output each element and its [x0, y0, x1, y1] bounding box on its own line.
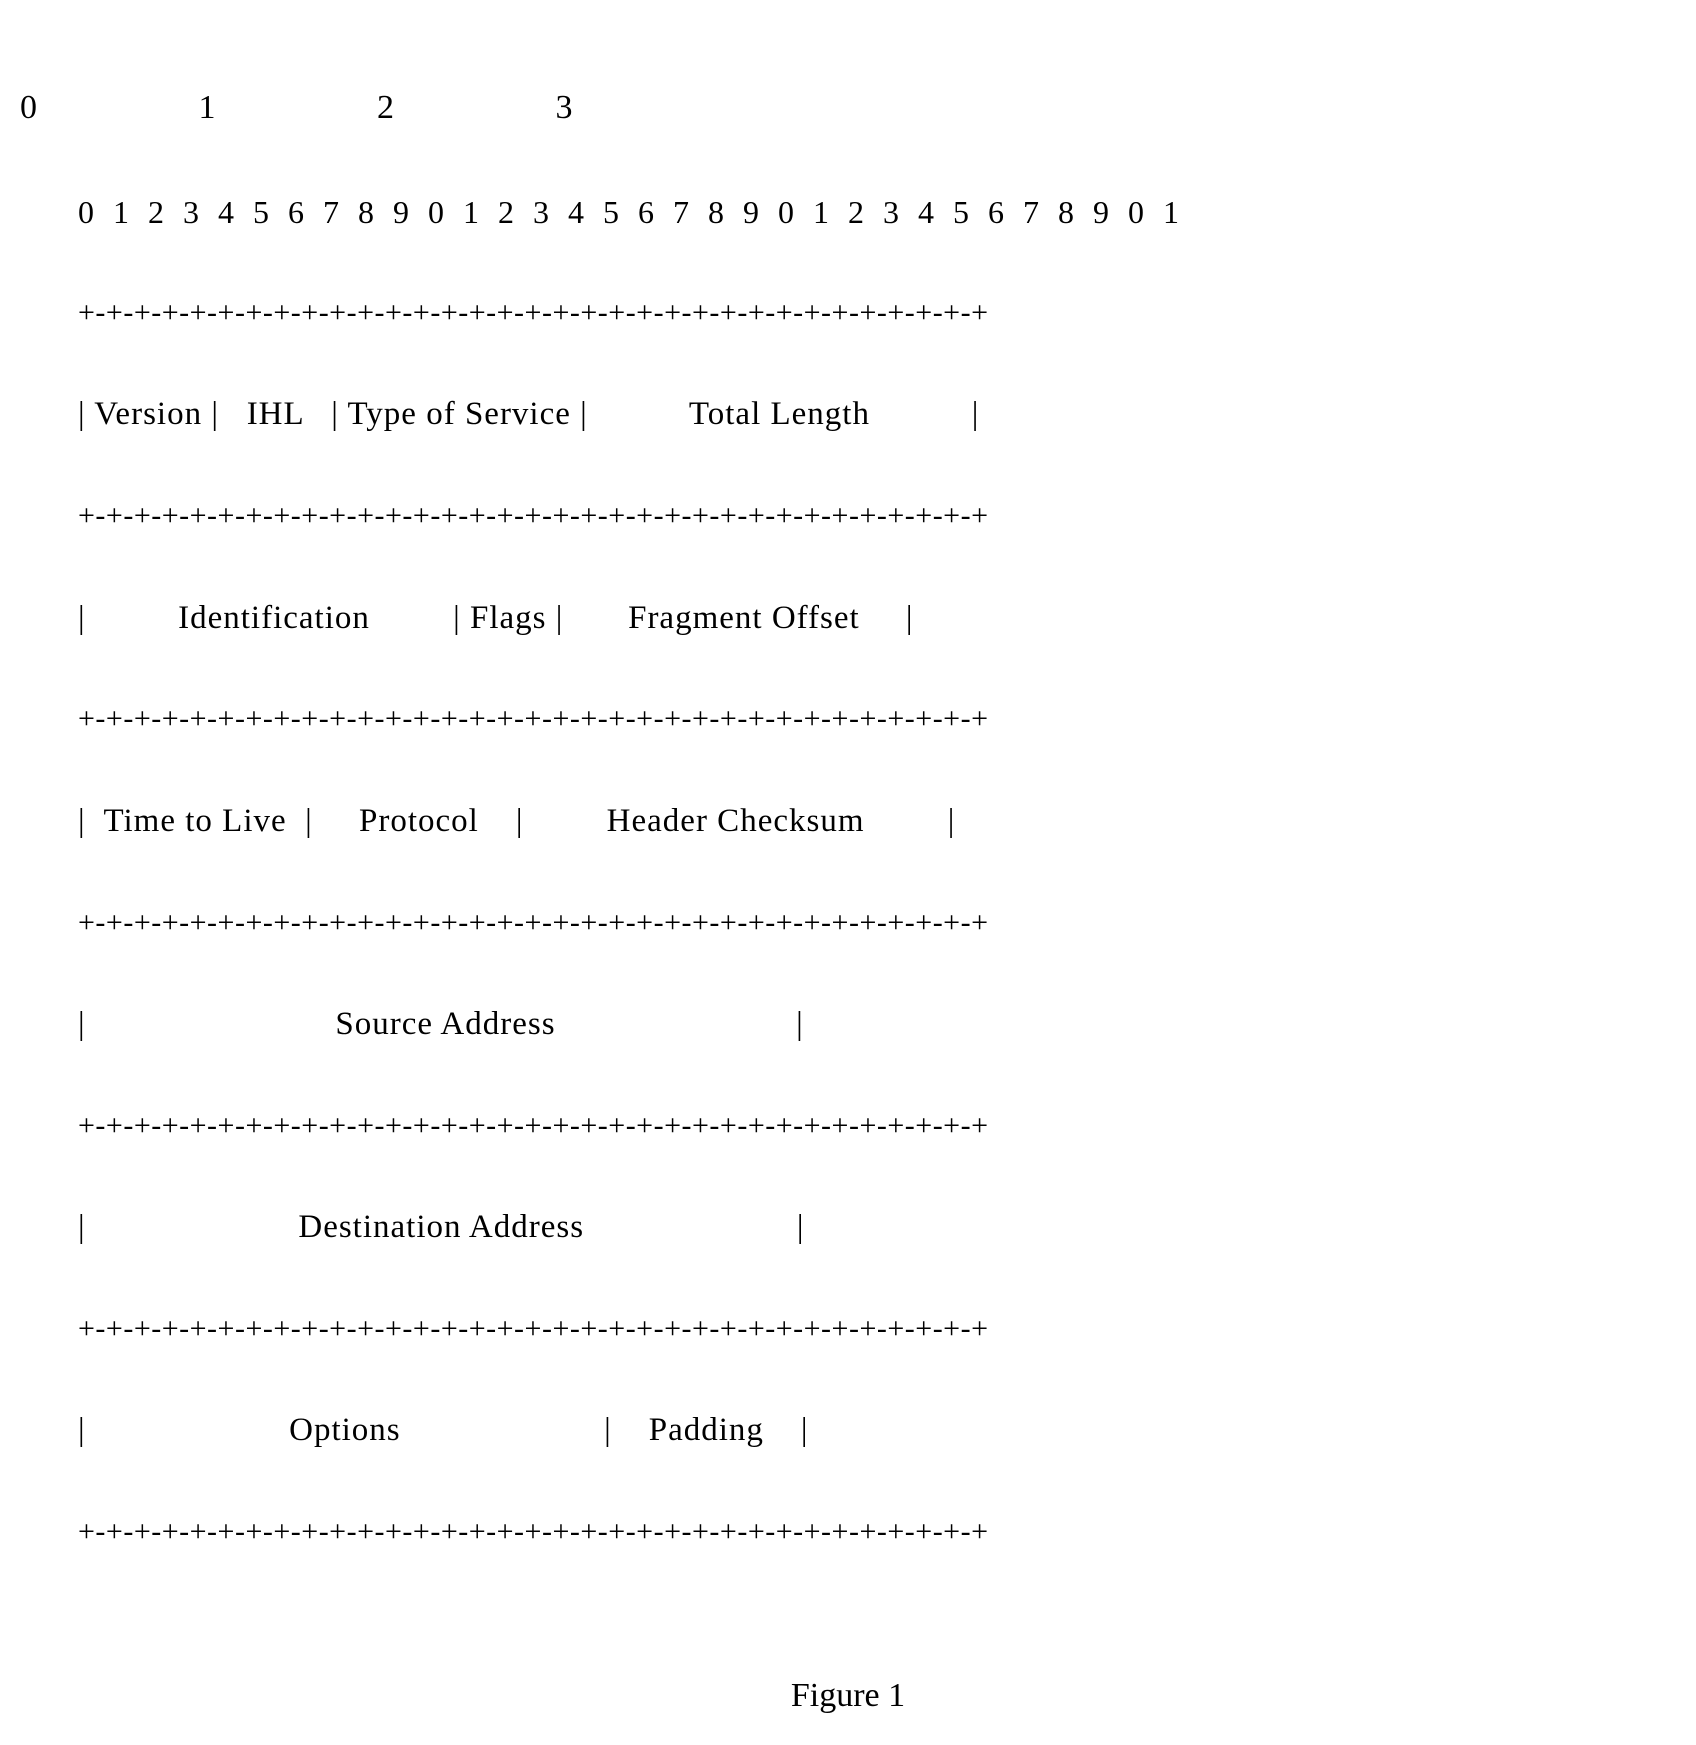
header-row-5: | Options | Padding |: [78, 1404, 1676, 1457]
divider-line: +-+-+-+-+-+-+-+-+-+-+-+-+-+-+-+-+-+-+-+-…: [78, 289, 1676, 337]
bit-ruler-minor: 0 1 2 3 4 5 6 7 8 9 0 1 2 3 4 5 6 7 8 9 …: [78, 187, 1676, 238]
divider-line: +-+-+-+-+-+-+-+-+-+-+-+-+-+-+-+-+-+-+-+-…: [78, 1305, 1676, 1353]
header-row-4: | Destination Address |: [78, 1201, 1676, 1254]
divider-line: +-+-+-+-+-+-+-+-+-+-+-+-+-+-+-+-+-+-+-+-…: [78, 695, 1676, 743]
divider-line: +-+-+-+-+-+-+-+-+-+-+-+-+-+-+-+-+-+-+-+-…: [78, 1508, 1676, 1556]
header-row-0: | Version | IHL | Type of Service | Tota…: [78, 388, 1676, 441]
divider-line: +-+-+-+-+-+-+-+-+-+-+-+-+-+-+-+-+-+-+-+-…: [78, 1102, 1676, 1150]
divider-line: +-+-+-+-+-+-+-+-+-+-+-+-+-+-+-+-+-+-+-+-…: [78, 492, 1676, 540]
ip-header-diagram: 0 1 2 3 0 1 2 3 4 5 6 7 8 9 0 1 2 3 4 5 …: [20, 30, 1676, 1607]
header-row-2: | Time to Live | Protocol | Header Check…: [78, 795, 1676, 848]
figure-caption: Figure 1: [20, 1677, 1676, 1715]
header-row-1: | Identification | Flags | Fragment Offs…: [78, 592, 1676, 645]
divider-line: +-+-+-+-+-+-+-+-+-+-+-+-+-+-+-+-+-+-+-+-…: [78, 899, 1676, 947]
header-row-3: | Source Address |: [78, 998, 1676, 1051]
bit-ruler-major: 0 1 2 3: [20, 81, 1676, 135]
